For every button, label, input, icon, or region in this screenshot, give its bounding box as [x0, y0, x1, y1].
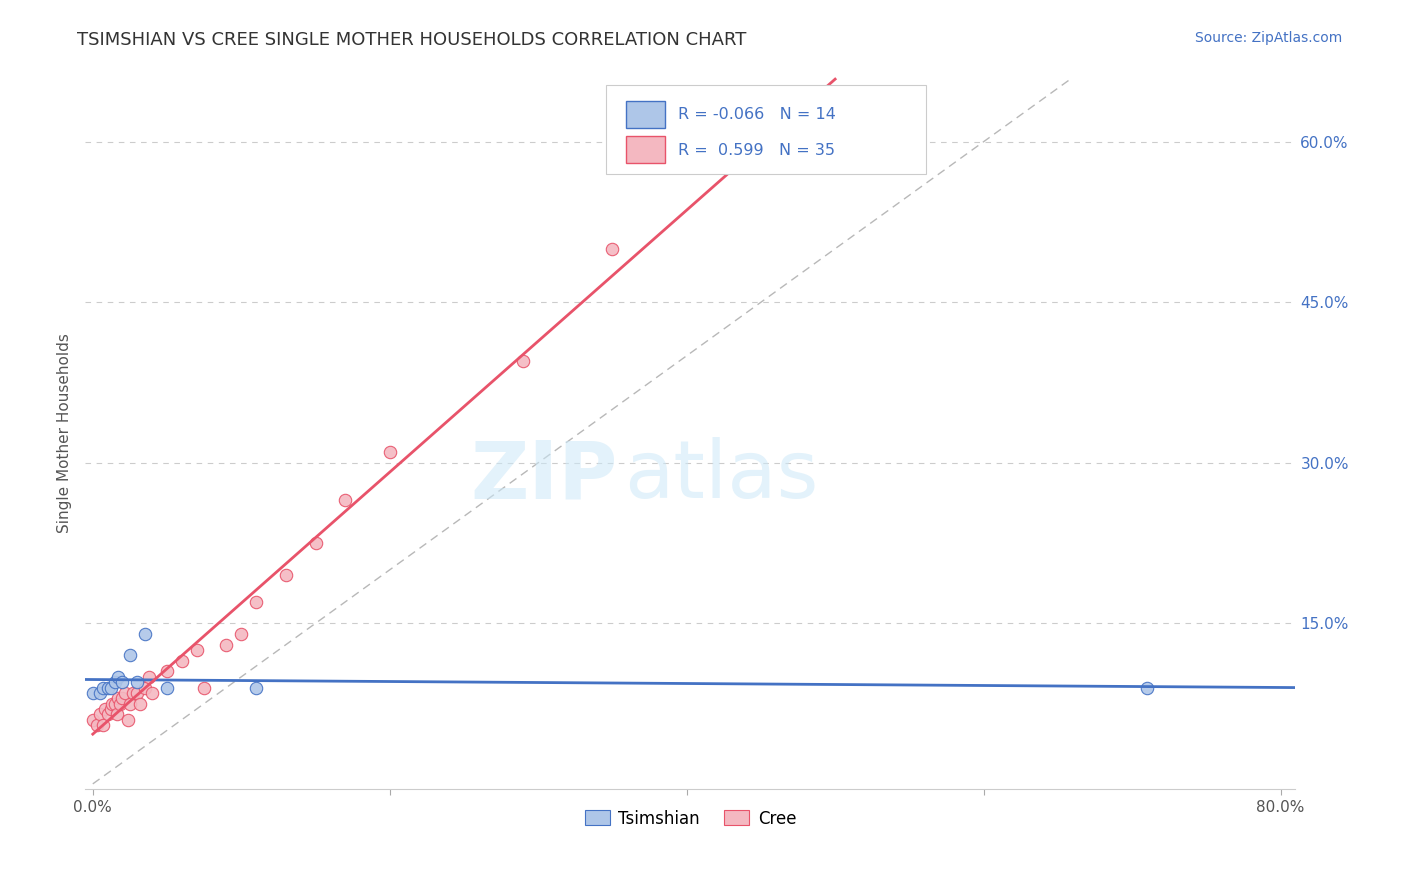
Point: [114, 686, 136, 700]
Point: [111, 691, 134, 706]
Point: [104, 697, 127, 711]
Point: [335, 493, 357, 508]
Point: [118, 697, 141, 711]
Point: [82, 713, 104, 727]
Text: Source: ZipAtlas.com: Source: ZipAtlas.com: [1195, 31, 1343, 45]
Point: [97, 707, 120, 722]
Point: [93, 702, 115, 716]
Point: [156, 681, 179, 695]
Text: R = -0.066   N = 14: R = -0.066 N = 14: [678, 107, 837, 122]
Point: [129, 697, 152, 711]
Point: [107, 691, 129, 706]
Point: [602, 242, 624, 256]
Point: [105, 707, 128, 722]
Legend: Tsimshian, Cree: Tsimshian, Cree: [578, 803, 803, 834]
Point: [304, 536, 326, 550]
Point: [111, 675, 134, 690]
Point: [274, 568, 297, 582]
Point: [97, 681, 120, 695]
Point: [118, 648, 141, 663]
Point: [89, 707, 111, 722]
Point: [134, 681, 156, 695]
Point: [89, 686, 111, 700]
Point: [170, 654, 193, 668]
Point: [134, 627, 156, 641]
Point: [215, 638, 238, 652]
Point: [107, 670, 129, 684]
Point: [1136, 681, 1159, 695]
Point: [186, 643, 208, 657]
FancyBboxPatch shape: [626, 136, 665, 163]
Point: [156, 665, 179, 679]
Point: [104, 675, 127, 690]
Point: [86, 718, 108, 732]
Text: R =  0.599   N = 35: R = 0.599 N = 35: [678, 143, 835, 158]
Point: [512, 354, 534, 368]
FancyBboxPatch shape: [626, 101, 665, 128]
Point: [100, 681, 122, 695]
Y-axis label: Single Mother Households: Single Mother Households: [58, 334, 72, 533]
Point: [117, 713, 139, 727]
Point: [122, 686, 145, 700]
Point: [231, 627, 253, 641]
Point: [127, 686, 149, 700]
Point: [378, 445, 401, 459]
Point: [193, 681, 215, 695]
Point: [108, 697, 131, 711]
Point: [101, 697, 124, 711]
Point: [138, 670, 160, 684]
FancyBboxPatch shape: [606, 85, 927, 174]
Point: [141, 686, 163, 700]
Point: [91, 681, 114, 695]
Text: atlas: atlas: [624, 437, 818, 515]
Point: [100, 702, 122, 716]
Point: [91, 718, 114, 732]
Point: [245, 681, 267, 695]
Point: [127, 675, 149, 690]
Text: ZIP: ZIP: [471, 437, 617, 515]
Point: [82, 686, 104, 700]
Point: [245, 595, 267, 609]
Text: TSIMSHIAN VS CREE SINGLE MOTHER HOUSEHOLDS CORRELATION CHART: TSIMSHIAN VS CREE SINGLE MOTHER HOUSEHOL…: [77, 31, 747, 49]
